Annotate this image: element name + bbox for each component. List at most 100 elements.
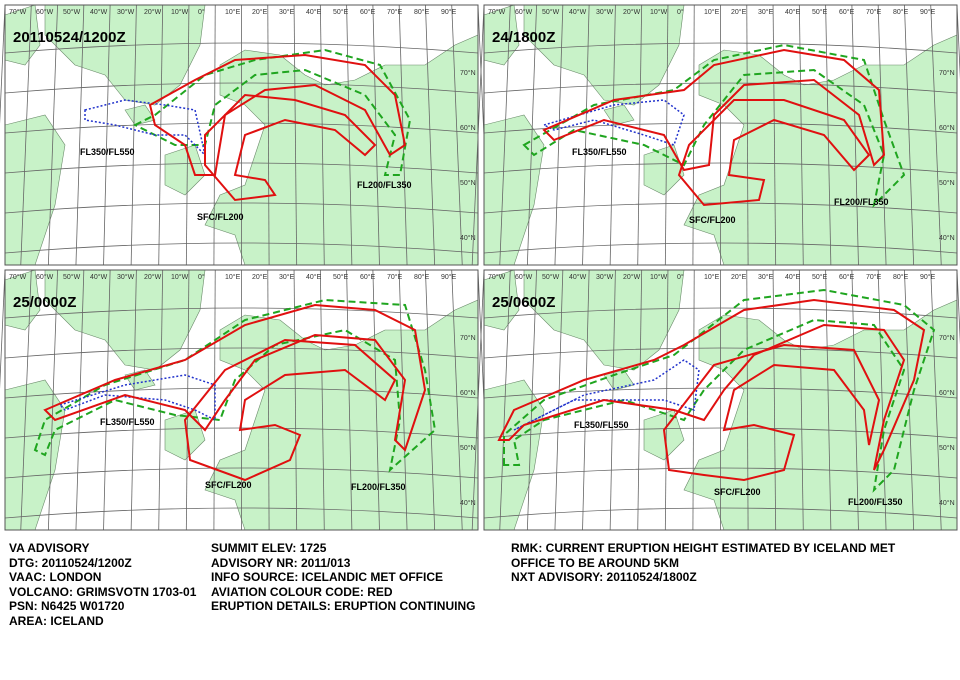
meridian: [319, 269, 325, 531]
latitude-label: 60°N: [460, 124, 476, 132]
latitude-label: 60°N: [460, 389, 476, 397]
panel-title: 24/1800Z: [492, 29, 555, 46]
latitude-label: 60°N: [939, 389, 955, 397]
parallel: [4, 427, 479, 439]
meridian: [904, 269, 915, 531]
meridian: [372, 4, 380, 266]
latitude-label: 70°N: [460, 69, 476, 77]
flight-level-label: SFC/FL200: [197, 212, 244, 222]
meridian: [582, 4, 590, 266]
advisory-line: VA ADVISORY: [9, 541, 90, 555]
meridian: [425, 4, 436, 266]
meridian: [47, 269, 58, 531]
longitude-label: 20°W: [144, 8, 162, 16]
latitude-label: 70°N: [460, 334, 476, 342]
meridian: [103, 4, 111, 266]
longitude-label: 70°E: [866, 8, 882, 16]
longitude-label: 50°W: [63, 8, 81, 16]
latitude-label: 40°N: [939, 234, 955, 242]
map-panel: 70°W 60°W 50°W 40°W 30°W 20°W 10°W 0° 10°E 20°E 30…: [0, 4, 491, 266]
flight-level-label: FL350/FL550: [574, 420, 629, 430]
meridian: [664, 4, 669, 266]
longitude-label: 10°E: [704, 273, 720, 281]
parallel: [483, 467, 958, 479]
longitude-label: 90°E: [441, 8, 457, 16]
longitude-label: 40°E: [306, 273, 322, 281]
longitude-label: 40°E: [785, 8, 801, 16]
advisory-line: VAAC: LONDON: [9, 570, 102, 584]
meridian: [692, 4, 695, 266]
longitude-label: 30°E: [279, 273, 295, 281]
longitude-label: 30°W: [117, 273, 135, 281]
map-panels: 70°W 60°W 50°W 40°W 30°W 20°W 10°W 0° 10°E 20°E 30…: [0, 4, 960, 531]
advisory-line: AREA: ICELAND: [9, 613, 104, 628]
land: [44, 269, 206, 371]
flight-level-label: FL350/FL550: [100, 417, 155, 427]
latitude-label: 70°N: [939, 69, 955, 77]
land: [523, 4, 685, 106]
advisory-line: ADVISORY NR: 2011/013: [211, 555, 351, 570]
meridian: [293, 4, 298, 266]
longitude-label: 50°W: [542, 273, 560, 281]
ash-area-low: [662, 343, 881, 482]
latitude-label: 70°N: [939, 334, 955, 342]
meridian: [526, 4, 537, 266]
latitude-label: 40°N: [460, 234, 476, 242]
meridian: [825, 4, 832, 266]
meridian: [692, 269, 695, 531]
land: [164, 144, 206, 196]
parallel: [483, 82, 958, 94]
ash-area-outer: [43, 303, 427, 452]
parallel: [4, 507, 479, 519]
meridian: [499, 269, 511, 531]
land: [164, 409, 206, 461]
longitude-label: 10°W: [171, 8, 189, 16]
longitude-label: 90°E: [920, 273, 936, 281]
longitude-label: 10°W: [650, 273, 668, 281]
land: [523, 269, 685, 371]
meridian: [664, 269, 669, 531]
longitude-label: 80°E: [893, 273, 909, 281]
latitude-label: 50°N: [460, 179, 476, 187]
meridian: [746, 4, 749, 266]
flight-level-label: FL200/FL350: [357, 180, 412, 190]
longitude-label: 60°W: [36, 273, 54, 281]
meridian: [213, 4, 216, 266]
ash-area-outer: [148, 53, 407, 176]
panel-title: 20110524/1200Z: [13, 29, 126, 46]
meridian: [0, 269, 6, 389]
parallel: [4, 347, 479, 359]
parallel: [4, 242, 479, 254]
meridian: [499, 4, 511, 266]
longitude-label: 80°E: [414, 8, 430, 16]
latitude-label: 50°N: [460, 444, 476, 452]
map-panel: 70°W 60°W 50°W 40°W 30°W 20°W 10°W 0° 10°E 20°E 30…: [0, 269, 491, 531]
meridian: [904, 4, 915, 266]
longitude-label: 70°E: [866, 273, 882, 281]
longitude-label: 0°: [677, 273, 684, 281]
ash-area-high: [84, 99, 207, 158]
map-panel: 70°W 60°W 50°W 40°W 30°W 20°W 10°W 0° 10°E 20°E 30…: [471, 269, 960, 531]
longitude-label: 30°E: [279, 8, 295, 16]
parallel: [4, 387, 479, 399]
meridian: [772, 269, 777, 531]
longitude-label: 20°W: [144, 273, 162, 281]
longitude-label: 60°W: [36, 8, 54, 16]
meridian: [20, 269, 32, 531]
meridian: [130, 269, 137, 531]
longitude-label: 70°W: [488, 273, 506, 281]
longitude-label: 20°E: [252, 8, 268, 16]
longitude-label: 50°E: [812, 8, 828, 16]
meridian: [772, 4, 777, 266]
flight-level-label: SFC/FL200: [205, 480, 252, 490]
longitude-label: 20°W: [623, 8, 641, 16]
advisory-line: INFO SOURCE: ICELANDIC MET OFFICE: [211, 570, 443, 584]
parallel: [4, 162, 479, 174]
advisory-line: PSN: N6425 W01720: [9, 599, 125, 613]
longitude-label: 60°E: [360, 273, 376, 281]
meridian: [526, 269, 537, 531]
ash-area-high: [541, 99, 685, 146]
longitude-label: 50°W: [542, 8, 560, 16]
meridian: [798, 269, 804, 531]
parallel: [483, 427, 958, 439]
